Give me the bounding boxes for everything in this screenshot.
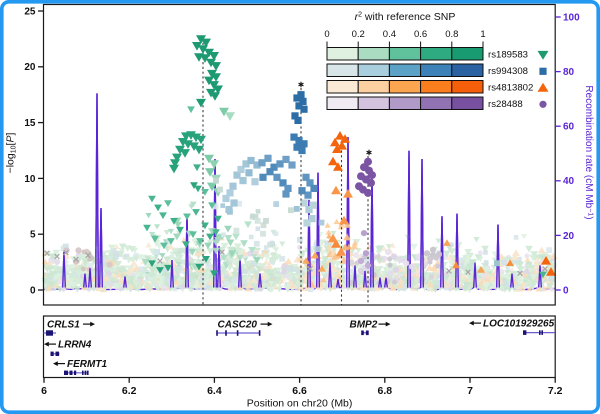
svg-text:0: 0 [30,285,36,296]
svg-text:CRLS1: CRLS1 [47,320,80,331]
svg-text:80: 80 [563,67,575,78]
svg-text:rs4813802: rs4813802 [488,83,533,94]
svg-text:6.8: 6.8 [377,385,392,397]
svg-text:FERMT1: FERMT1 [67,359,107,370]
svg-text:rs189583: rs189583 [488,50,528,61]
svg-text:7: 7 [467,385,473,397]
svg-text:CASC20: CASC20 [218,320,258,331]
svg-text:−log10[P]: −log10[P] [5,133,18,174]
svg-text:0.2: 0.2 [352,29,365,40]
svg-text:15: 15 [24,118,36,129]
svg-text:1: 1 [480,29,485,40]
svg-text:0: 0 [324,29,329,40]
svg-text:0: 0 [563,285,569,296]
svg-text:rs994308: rs994308 [488,66,528,77]
svg-text:20: 20 [563,231,575,242]
svg-text:10: 10 [24,174,36,185]
svg-text:100: 100 [563,12,580,23]
svg-text:0.8: 0.8 [445,29,458,40]
svg-text:rs28488: rs28488 [488,99,523,110]
svg-text:5: 5 [30,230,36,241]
svg-text:LRRN4: LRRN4 [58,340,92,351]
svg-text:6.6: 6.6 [292,385,307,397]
svg-text:LOC101929265: LOC101929265 [483,319,555,330]
svg-text:7.2: 7.2 [548,385,563,397]
svg-text:25: 25 [24,6,36,17]
svg-text:Recombination rate (cM Mb−1): Recombination rate (cM Mb−1) [583,85,594,219]
svg-text:0.6: 0.6 [414,29,427,40]
svg-text:6.4: 6.4 [207,385,222,397]
svg-text:60: 60 [563,122,575,133]
svg-text:6: 6 [41,385,47,397]
svg-text:6.2: 6.2 [122,385,137,397]
svg-text:Position on chr20 (Mb): Position on chr20 (Mb) [247,398,353,410]
svg-text:40: 40 [563,176,575,187]
svg-text:r2 with reference SNP: r2 with reference SNP [355,11,456,23]
svg-text:0.4: 0.4 [383,29,396,40]
svg-text:20: 20 [24,62,36,73]
svg-text:BMP2: BMP2 [350,320,378,331]
